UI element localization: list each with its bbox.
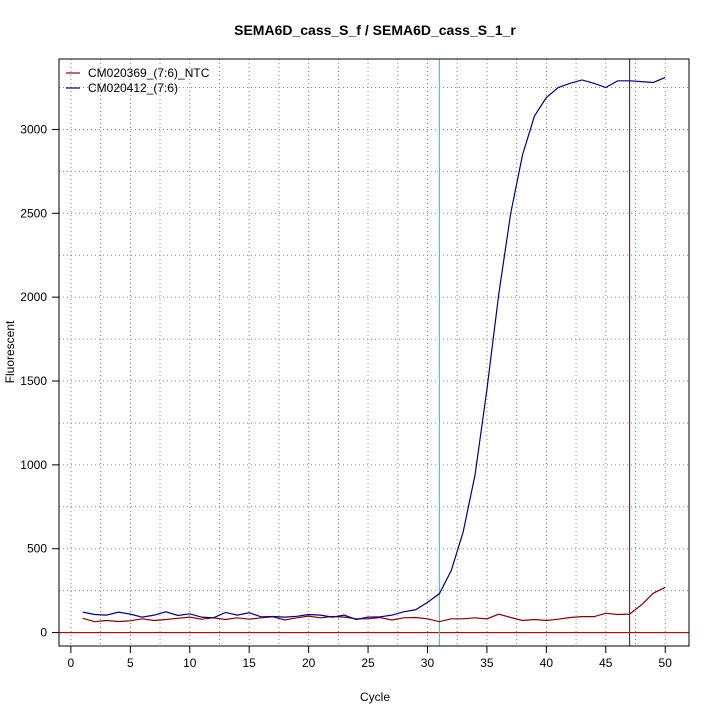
grid	[59, 59, 689, 646]
chart-title: SEMA6D_cass_S_f / SEMA6D_cass_S_1_r	[234, 22, 516, 38]
x-axis: 0 5 10 15 20 25 30 35 40 45 50	[68, 646, 673, 670]
x-axis-label: Cycle	[360, 690, 390, 704]
x-tick-label: 20	[302, 656, 316, 670]
y-tick-label: 500	[27, 542, 47, 556]
legend-label-1: CM020369_(7:6)_NTC	[88, 66, 210, 80]
y-axis: 0 500 1000 1500 2000 2500 3000	[20, 122, 59, 640]
y-axis-label: Fluorescent	[3, 320, 17, 383]
x-tick-label: 50	[659, 656, 673, 670]
series-layer	[82, 76, 666, 623]
series-line-2	[82, 76, 666, 621]
x-tick-label: 0	[68, 656, 75, 670]
plot-frame	[58, 58, 690, 647]
reference-lines	[59, 59, 689, 646]
x-tick-label: 45	[599, 656, 613, 670]
x-tick-label: 15	[243, 656, 257, 670]
x-tick-label: 40	[540, 656, 554, 670]
y-tick-label: 1500	[20, 374, 47, 388]
y-tick-label: 2500	[20, 206, 47, 220]
y-tick-label: 2000	[20, 290, 47, 304]
x-tick-label: 30	[421, 656, 435, 670]
series-line-1	[82, 586, 666, 623]
x-tick-label: 35	[480, 656, 494, 670]
y-tick-label: 3000	[20, 122, 47, 136]
y-tick-label: 0	[40, 626, 47, 640]
y-tick-label: 1000	[20, 458, 47, 472]
x-tick-label: 10	[183, 656, 197, 670]
x-tick-label: 25	[361, 656, 375, 670]
x-tick-label: 5	[127, 656, 134, 670]
legend-label-2: CM020412_(7:6)	[88, 81, 178, 95]
